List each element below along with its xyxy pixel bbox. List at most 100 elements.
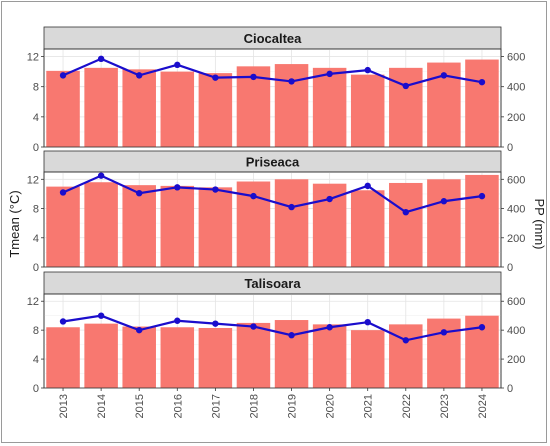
- tmean-bar: [198, 187, 233, 267]
- pp-line: [62, 57, 483, 88]
- x-tick-label: 2020: [325, 394, 337, 418]
- tmean-bar: [389, 67, 423, 147]
- left-tick-label: 0: [33, 262, 39, 274]
- tmean-bar: [84, 67, 118, 147]
- pp-point: [136, 189, 143, 197]
- tmean-bar: [160, 185, 195, 267]
- tmean-bar: [46, 70, 80, 147]
- pp-point: [174, 317, 181, 324]
- pp-point: [212, 74, 219, 81]
- pp-point: [212, 320, 219, 327]
- right-tick-label: 600: [507, 52, 525, 64]
- right-tick-label: 600: [507, 296, 525, 308]
- pp-point: [364, 182, 371, 190]
- x-tick-label: 2014: [96, 394, 108, 418]
- x-tick-label: 2024: [477, 394, 489, 418]
- right-tick-label: 400: [507, 204, 525, 216]
- tmean-bar: [312, 67, 347, 147]
- pp-point: [478, 192, 486, 200]
- right-tick-label: 0: [507, 383, 513, 395]
- y-left-axis-title: Tmean (°C): [7, 190, 22, 257]
- tmean-bar: [350, 74, 385, 147]
- tmean-bar: [350, 190, 385, 267]
- pp-point: [59, 189, 67, 196]
- left-tick-label: 8: [33, 82, 39, 94]
- panel-background: [43, 171, 502, 268]
- right-tick-label: 200: [507, 112, 525, 124]
- tmean-bar: [198, 73, 233, 147]
- pp-point: [326, 70, 333, 78]
- tmean-bar: [465, 174, 499, 267]
- facet-title: Priseaca: [246, 155, 300, 170]
- left-tick-label: 4: [33, 112, 39, 124]
- x-tick-label: 2022: [401, 394, 413, 418]
- left-tick-label: 4: [33, 233, 39, 245]
- tmean-bar: [274, 320, 309, 388]
- tmean-bar: [46, 186, 80, 267]
- pp-point: [478, 324, 486, 331]
- pp-point: [250, 73, 257, 81]
- pp-point: [174, 61, 181, 69]
- pp-point: [440, 329, 448, 336]
- pp-point: [364, 319, 371, 326]
- tmean-bar: [236, 322, 271, 388]
- x-tick-label: 2018: [248, 394, 260, 418]
- left-tick-label: 0: [33, 142, 39, 154]
- pp-point: [288, 332, 295, 339]
- pp-point: [97, 55, 105, 62]
- pp-line: [62, 174, 483, 214]
- panel-border: [43, 48, 502, 148]
- pp-point: [402, 208, 409, 216]
- pp-point: [478, 78, 486, 86]
- tmean-bar: [122, 69, 156, 147]
- tmean-bar: [350, 330, 385, 388]
- left-tick-label: 12: [27, 52, 39, 64]
- right-tick-label: 200: [507, 354, 525, 366]
- tmean-bar: [84, 182, 118, 267]
- pp-point: [402, 82, 409, 90]
- tmean-bar: [160, 327, 195, 388]
- left-tick-label: 12: [27, 296, 39, 308]
- pp-point: [250, 323, 257, 330]
- pp-point: [97, 172, 105, 179]
- tmean-bar: [46, 327, 80, 388]
- panel-border: [43, 293, 502, 389]
- tmean-bar: [274, 179, 309, 267]
- left-tick-label: 8: [33, 204, 39, 216]
- pp-point: [402, 337, 409, 344]
- x-tick-label: 2015: [134, 394, 146, 418]
- facet-title: Talisoara: [244, 276, 301, 291]
- right-tick-label: 0: [507, 262, 513, 274]
- x-tick-label: 2017: [210, 394, 222, 418]
- tmean-bar: [198, 327, 233, 388]
- right-tick-label: 600: [507, 174, 525, 186]
- tmean-bar: [465, 59, 499, 147]
- pp-line: [62, 314, 483, 342]
- x-tick-label: 2013: [58, 394, 70, 418]
- x-tick-label: 2021: [363, 394, 375, 418]
- pp-point: [136, 72, 143, 79]
- facet-title: Ciocaltea: [244, 31, 303, 46]
- pp-point: [250, 192, 257, 200]
- right-tick-label: 200: [507, 233, 525, 245]
- pp-point: [136, 326, 143, 334]
- pp-point: [97, 312, 105, 319]
- pp-point: [288, 78, 295, 85]
- pp-point: [440, 72, 448, 79]
- pp-point: [440, 198, 448, 205]
- tmean-bar: [427, 179, 461, 267]
- pp-point: [326, 195, 333, 203]
- tmean-bar: [312, 324, 347, 388]
- panel-background: [43, 293, 502, 389]
- tmean-bar: [160, 71, 195, 147]
- pp-point: [364, 66, 371, 74]
- y-right-axis-title: PP (mm): [532, 198, 547, 249]
- left-tick-label: 12: [27, 174, 39, 186]
- pp-point: [59, 72, 67, 79]
- left-tick-label: 0: [33, 383, 39, 395]
- tmean-bar: [427, 318, 461, 388]
- right-tick-label: 0: [507, 142, 513, 154]
- tmean-bar: [389, 182, 423, 267]
- pp-point: [288, 203, 295, 211]
- left-tick-label: 4: [33, 354, 39, 366]
